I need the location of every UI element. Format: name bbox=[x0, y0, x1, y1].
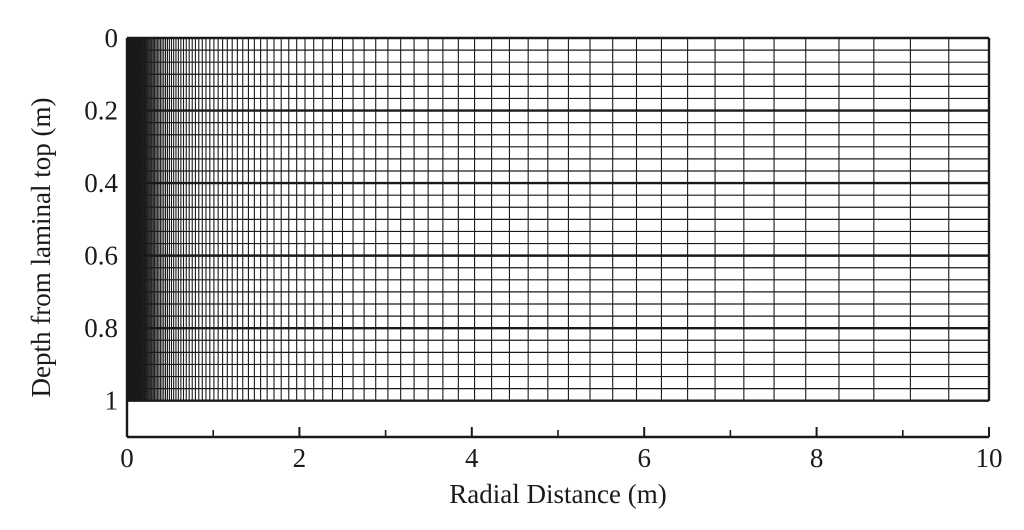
x-tick-label: 8 bbox=[810, 443, 824, 473]
x-tick-label: 10 bbox=[976, 443, 1003, 473]
axes bbox=[125, 38, 990, 439]
y-tick-labels: 0 0.2 0.4 0.6 0.8 1 bbox=[84, 23, 118, 416]
x-tick-labels: 0 2 4 6 8 10 bbox=[120, 443, 1002, 473]
y-tick-label: 0 bbox=[105, 23, 119, 53]
y-tick-label: 0.8 bbox=[84, 313, 118, 343]
y-tick-label: 0.6 bbox=[84, 241, 118, 271]
x-tick-label: 6 bbox=[637, 443, 651, 473]
y-axis-title: Depth from laminal top (m) bbox=[26, 98, 56, 398]
y-tick-label: 0.4 bbox=[84, 168, 118, 198]
x-tick-label: 4 bbox=[465, 443, 479, 473]
y-tick-label: 0.2 bbox=[84, 96, 118, 126]
x-tick-label: 0 bbox=[120, 443, 134, 473]
x-tick-label: 2 bbox=[293, 443, 307, 473]
x-axis-title: Radial Distance (m) bbox=[449, 479, 666, 509]
mesh-grid bbox=[126, 36, 991, 402]
y-tick-label: 1 bbox=[105, 386, 119, 416]
